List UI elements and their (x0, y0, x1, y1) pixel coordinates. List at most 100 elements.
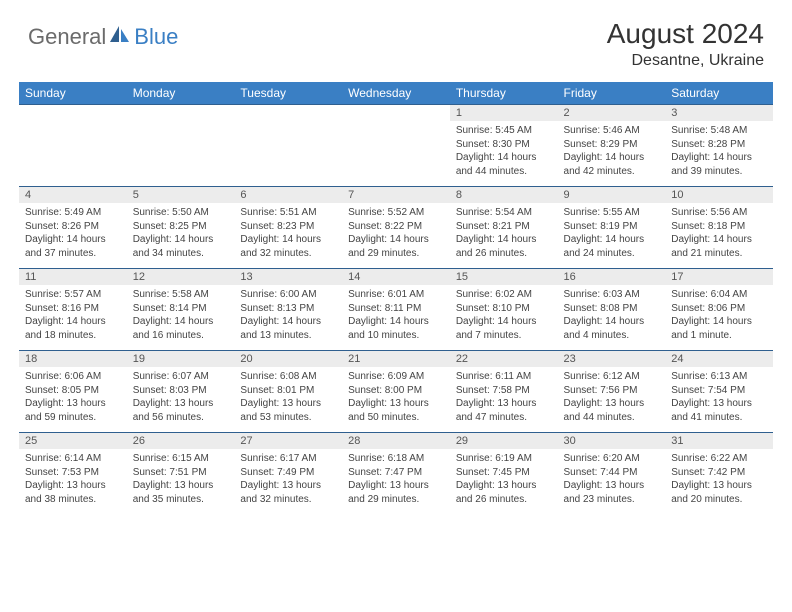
day-number: 21 (342, 351, 450, 368)
day-detail (234, 121, 342, 187)
sunrise-text: Sunrise: 6:08 AM (240, 370, 336, 384)
day-detail: Sunrise: 5:58 AMSunset: 8:14 PMDaylight:… (127, 285, 235, 351)
day-number: 6 (234, 187, 342, 204)
daylight-text: Daylight: 14 hours and 44 minutes. (456, 151, 552, 178)
sunrise-text: Sunrise: 5:56 AM (671, 206, 767, 220)
sunset-text: Sunset: 8:00 PM (348, 384, 444, 398)
detail-row: Sunrise: 5:57 AMSunset: 8:16 PMDaylight:… (19, 285, 773, 351)
sunrise-text: Sunrise: 6:11 AM (456, 370, 552, 384)
daynum-row: 18192021222324 (19, 351, 773, 368)
sunrise-text: Sunrise: 6:04 AM (671, 288, 767, 302)
sunrise-text: Sunrise: 6:09 AM (348, 370, 444, 384)
day-detail: Sunrise: 6:02 AMSunset: 8:10 PMDaylight:… (450, 285, 558, 351)
day-detail: Sunrise: 6:11 AMSunset: 7:58 PMDaylight:… (450, 367, 558, 433)
dayhead-wed: Wednesday (342, 82, 450, 105)
sunrise-text: Sunrise: 6:06 AM (25, 370, 121, 384)
day-number: 12 (127, 269, 235, 286)
day-number (127, 105, 235, 122)
daylight-text: Daylight: 14 hours and 24 minutes. (564, 233, 660, 260)
sunrise-text: Sunrise: 6:19 AM (456, 452, 552, 466)
page-header: General Blue August 2024 Desantne, Ukrai… (0, 0, 792, 78)
daylight-text: Daylight: 14 hours and 32 minutes. (240, 233, 336, 260)
day-number: 3 (665, 105, 773, 122)
daylight-text: Daylight: 13 hours and 38 minutes. (25, 479, 121, 506)
dayhead-tue: Tuesday (234, 82, 342, 105)
day-header-row: Sunday Monday Tuesday Wednesday Thursday… (19, 82, 773, 105)
detail-row: Sunrise: 5:45 AMSunset: 8:30 PMDaylight:… (19, 121, 773, 187)
sunset-text: Sunset: 8:10 PM (456, 302, 552, 316)
sunset-text: Sunset: 8:11 PM (348, 302, 444, 316)
calendar-body: 123Sunrise: 5:45 AMSunset: 8:30 PMDaylig… (19, 105, 773, 515)
sunset-text: Sunset: 8:01 PM (240, 384, 336, 398)
sunrise-text: Sunrise: 6:02 AM (456, 288, 552, 302)
day-detail: Sunrise: 5:49 AMSunset: 8:26 PMDaylight:… (19, 203, 127, 269)
daylight-text: Daylight: 14 hours and 34 minutes. (133, 233, 229, 260)
day-number: 28 (342, 433, 450, 450)
sunset-text: Sunset: 8:26 PM (25, 220, 121, 234)
sunset-text: Sunset: 8:16 PM (25, 302, 121, 316)
daylight-text: Daylight: 14 hours and 26 minutes. (456, 233, 552, 260)
day-detail: Sunrise: 6:01 AMSunset: 8:11 PMDaylight:… (342, 285, 450, 351)
day-detail: Sunrise: 5:52 AMSunset: 8:22 PMDaylight:… (342, 203, 450, 269)
sunrise-text: Sunrise: 6:07 AM (133, 370, 229, 384)
daylight-text: Daylight: 13 hours and 47 minutes. (456, 397, 552, 424)
sunrise-text: Sunrise: 5:45 AM (456, 124, 552, 138)
day-detail: Sunrise: 6:09 AMSunset: 8:00 PMDaylight:… (342, 367, 450, 433)
sunset-text: Sunset: 8:19 PM (564, 220, 660, 234)
daylight-text: Daylight: 14 hours and 21 minutes. (671, 233, 767, 260)
day-number: 2 (558, 105, 666, 122)
daylight-text: Daylight: 14 hours and 42 minutes. (564, 151, 660, 178)
daylight-text: Daylight: 13 hours and 41 minutes. (671, 397, 767, 424)
daynum-row: 25262728293031 (19, 433, 773, 450)
sunrise-text: Sunrise: 5:54 AM (456, 206, 552, 220)
daynum-row: 123 (19, 105, 773, 122)
day-detail: Sunrise: 6:20 AMSunset: 7:44 PMDaylight:… (558, 449, 666, 514)
day-number (342, 105, 450, 122)
day-number: 1 (450, 105, 558, 122)
sunset-text: Sunset: 7:51 PM (133, 466, 229, 480)
day-number: 4 (19, 187, 127, 204)
day-number: 15 (450, 269, 558, 286)
sunset-text: Sunset: 7:53 PM (25, 466, 121, 480)
sunrise-text: Sunrise: 6:14 AM (25, 452, 121, 466)
sunset-text: Sunset: 7:47 PM (348, 466, 444, 480)
daylight-text: Daylight: 13 hours and 44 minutes. (564, 397, 660, 424)
daylight-text: Daylight: 13 hours and 35 minutes. (133, 479, 229, 506)
day-detail: Sunrise: 5:46 AMSunset: 8:29 PMDaylight:… (558, 121, 666, 187)
day-number: 24 (665, 351, 773, 368)
sunset-text: Sunset: 8:03 PM (133, 384, 229, 398)
day-number: 19 (127, 351, 235, 368)
day-number: 16 (558, 269, 666, 286)
day-detail: Sunrise: 5:45 AMSunset: 8:30 PMDaylight:… (450, 121, 558, 187)
daylight-text: Daylight: 14 hours and 13 minutes. (240, 315, 336, 342)
daynum-row: 45678910 (19, 187, 773, 204)
day-detail: Sunrise: 6:07 AMSunset: 8:03 PMDaylight:… (127, 367, 235, 433)
daylight-text: Daylight: 13 hours and 32 minutes. (240, 479, 336, 506)
sunrise-text: Sunrise: 5:58 AM (133, 288, 229, 302)
sunrise-text: Sunrise: 6:17 AM (240, 452, 336, 466)
daylight-text: Daylight: 13 hours and 50 minutes. (348, 397, 444, 424)
daylight-text: Daylight: 14 hours and 16 minutes. (133, 315, 229, 342)
day-detail: Sunrise: 6:06 AMSunset: 8:05 PMDaylight:… (19, 367, 127, 433)
sunrise-text: Sunrise: 6:01 AM (348, 288, 444, 302)
dayhead-sun: Sunday (19, 82, 127, 105)
sunrise-text: Sunrise: 5:48 AM (671, 124, 767, 138)
dayhead-sat: Saturday (665, 82, 773, 105)
dayhead-mon: Monday (127, 82, 235, 105)
day-detail: Sunrise: 5:50 AMSunset: 8:25 PMDaylight:… (127, 203, 235, 269)
sunrise-text: Sunrise: 6:15 AM (133, 452, 229, 466)
day-detail: Sunrise: 5:56 AMSunset: 8:18 PMDaylight:… (665, 203, 773, 269)
daylight-text: Daylight: 14 hours and 10 minutes. (348, 315, 444, 342)
sunset-text: Sunset: 7:56 PM (564, 384, 660, 398)
location-label: Desantne, Ukraine (607, 52, 764, 70)
day-number: 22 (450, 351, 558, 368)
dayhead-thu: Thursday (450, 82, 558, 105)
daylight-text: Daylight: 14 hours and 39 minutes. (671, 151, 767, 178)
day-detail (342, 121, 450, 187)
daylight-text: Daylight: 14 hours and 1 minute. (671, 315, 767, 342)
day-detail: Sunrise: 6:08 AMSunset: 8:01 PMDaylight:… (234, 367, 342, 433)
day-number: 14 (342, 269, 450, 286)
sunset-text: Sunset: 7:45 PM (456, 466, 552, 480)
day-detail: Sunrise: 6:04 AMSunset: 8:06 PMDaylight:… (665, 285, 773, 351)
sunset-text: Sunset: 7:54 PM (671, 384, 767, 398)
